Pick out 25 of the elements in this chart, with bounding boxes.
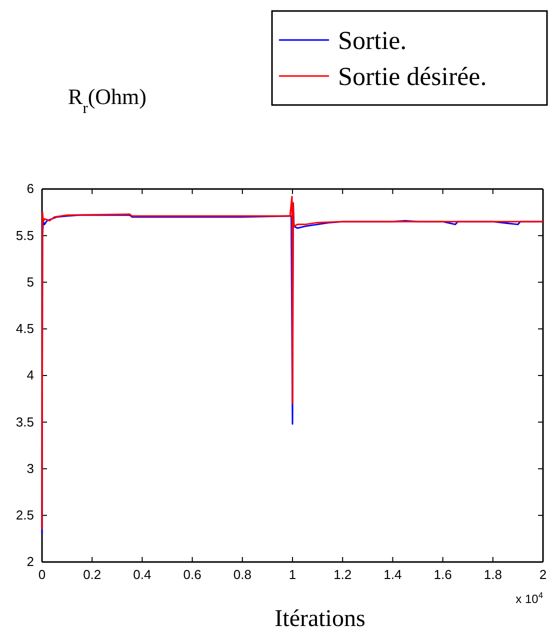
x-tick-label: 1.8 [484, 567, 502, 582]
y-tick-label: 2 [26, 554, 34, 570]
y-tick-label: 3.5 [16, 414, 34, 430]
y-tick-label: 4 [26, 368, 34, 383]
x-tick-label: 0.6 [183, 567, 202, 582]
y-tick-label: 3 [26, 460, 34, 476]
x-tick-label: 0.2 [83, 567, 102, 582]
x-tick-label: 1 [288, 567, 296, 582]
y-tick-label: 2.5 [16, 508, 34, 523]
x-tick-label: 0 [38, 567, 46, 582]
x-axis-title: Itérations [274, 606, 366, 632]
x-tick-label: 2 [539, 567, 547, 582]
x-tick-label: 1.4 [384, 567, 402, 582]
y-axis-title: R$_{r}$(Ohm) [68, 84, 146, 116]
legend-label: Sortie désirée. [338, 62, 487, 91]
legend-label: Sortie. [338, 26, 407, 55]
y-tick-label: 5 [26, 274, 34, 290]
y-tick-label: 4.5 [16, 321, 34, 336]
y-tick-label: 6 [26, 181, 34, 196]
x-tick-label: 0.8 [233, 567, 252, 582]
text: x 10$^{4}$ [516, 590, 544, 606]
y-tick-label: 5.5 [16, 228, 34, 243]
x-tick-label: 1.6 [434, 567, 452, 582]
x-tick-label: 1.2 [334, 567, 352, 582]
x-tick-label: 0.4 [133, 567, 152, 582]
